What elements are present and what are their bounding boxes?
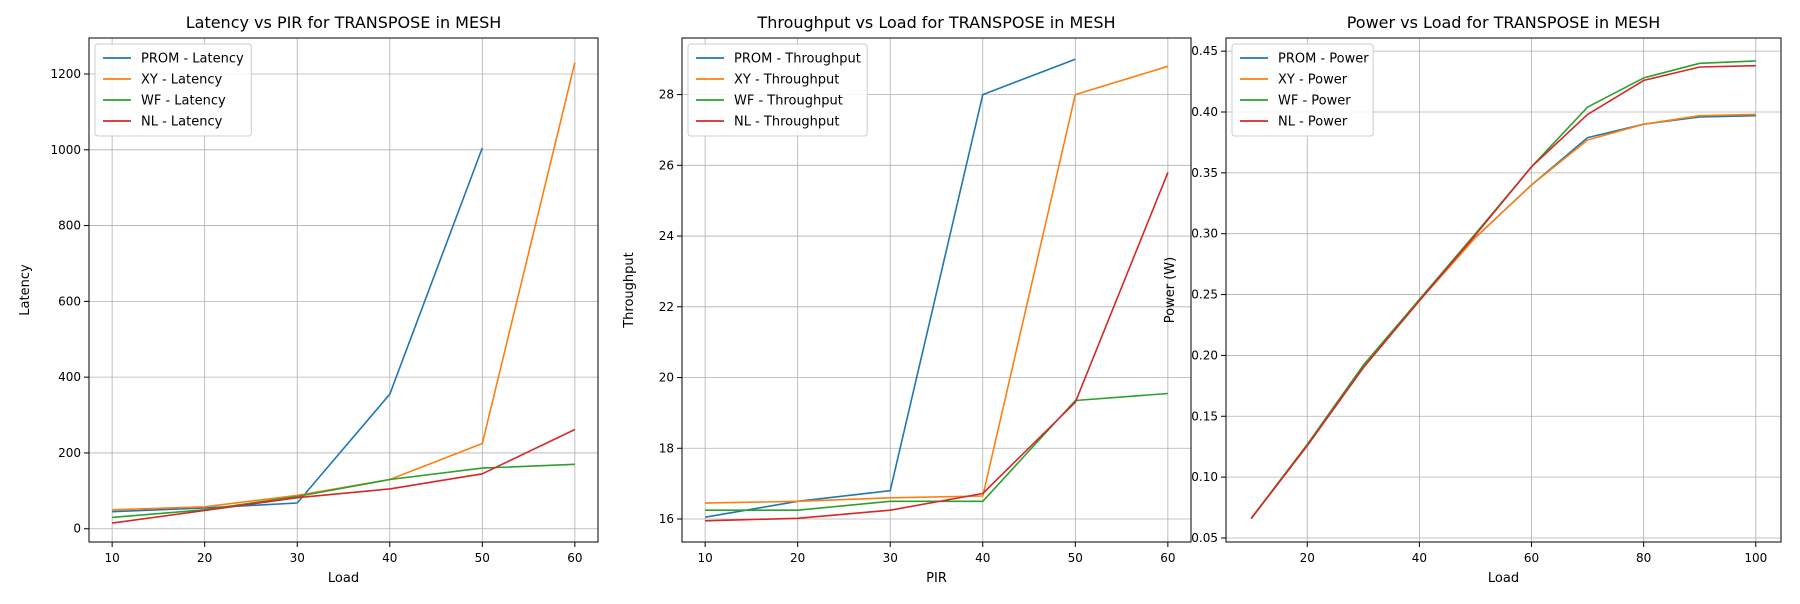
- y-tick-label: 20: [659, 371, 674, 385]
- y-tick-label: 800: [58, 219, 81, 233]
- y-tick-label: 1200: [50, 67, 81, 81]
- x-axis: 10 20 30 40 50 60: [697, 542, 1176, 565]
- x-axis: 10 20 30 40 50 60: [104, 542, 583, 565]
- grid: [89, 38, 598, 542]
- y-tick-label: 0: [73, 522, 81, 536]
- legend-entry-nl: NL - Latency: [141, 115, 223, 130]
- y-tick-label: 0.05: [1191, 531, 1218, 545]
- legend-entry-xy: XY - Latency: [141, 73, 222, 88]
- chart-title: Power vs Load for TRANSPOSE in MESH: [1347, 13, 1661, 32]
- chart-title: Latency vs PIR for TRANSPOSE in MESH: [186, 13, 502, 32]
- x-tick-label: 60: [1160, 551, 1175, 565]
- x-axis-label: Load: [1488, 571, 1519, 586]
- x-tick-label: 80: [1636, 551, 1651, 565]
- legend-entry-xy: XY - Throughput: [734, 73, 839, 88]
- x-tick-label: 100: [1744, 551, 1767, 565]
- y-tick-label: 0.30: [1191, 227, 1218, 241]
- series-line-nl: [705, 172, 1169, 522]
- legend-box: [1231, 43, 1374, 137]
- series-line-nl: [111, 428, 576, 524]
- x-tick-label: 40: [382, 551, 397, 565]
- legend-entry-wf: WF - Throughput: [734, 94, 843, 109]
- y-axis-label: Throughput: [622, 252, 637, 329]
- legend: PROM - Latency XY - Latency WF - Latency NL…: [94, 43, 252, 137]
- series-line-nl: [1250, 64, 1756, 519]
- legend-box: [94, 43, 252, 137]
- legend-entry-nl: NL - Power: [1278, 115, 1348, 130]
- series-lines: [111, 62, 576, 524]
- x-tick-label: 20: [790, 551, 805, 565]
- legend-box: [687, 43, 868, 137]
- x-axis: 20 40 60 80 100: [1300, 542, 1767, 565]
- x-tick-label: 60: [567, 551, 582, 565]
- latency-chart-panel: 10 20 30 40 50 60020040060080010001200Latency…: [18, 13, 599, 586]
- y-tick-label: 600: [58, 294, 81, 308]
- x-tick-label: 10: [104, 551, 119, 565]
- y-axis: 0 200 400 600 800 1000 1200: [50, 67, 89, 536]
- series-line-prom: [112, 147, 484, 513]
- y-tick-label: 0.10: [1191, 470, 1218, 484]
- series-lines: [704, 58, 1169, 522]
- y-tick-label: 0.20: [1191, 348, 1218, 362]
- y-tick-label: 0.15: [1191, 409, 1218, 423]
- chart-title: Throughput vs Load for TRANSPOSE in MESH: [756, 13, 1115, 32]
- x-tick-label: 40: [1412, 551, 1427, 565]
- x-axis-label: Load: [328, 571, 359, 586]
- axes-frame: [681, 37, 1192, 543]
- series-line-wf: [112, 463, 575, 519]
- x-axis-label: PIR: [926, 571, 947, 586]
- x-tick-label: 60: [1524, 551, 1539, 565]
- legend: PROM - Power XY - Power WF - Power NL - Pow…: [1231, 43, 1374, 137]
- y-tick-label: 400: [58, 370, 81, 384]
- legend-entry-nl: NL - Throughput: [734, 115, 839, 130]
- y-tick-label: 0.45: [1191, 44, 1218, 58]
- x-tick-label: 50: [1068, 551, 1083, 565]
- legend-entry-prom: PROM - Power: [1278, 52, 1369, 67]
- x-tick-label: 50: [475, 551, 490, 565]
- series-lines: [1250, 60, 1756, 519]
- throughput-chart-panel: 10 20 30 40 50 60 16 18 20 22 24 26 28 Throughput vs …: [622, 13, 1192, 586]
- legend-entry-prom: PROM - Latency: [141, 52, 244, 67]
- y-tick-label: 0.25: [1191, 288, 1218, 302]
- legend-entry-prom: PROM - Throughput: [734, 52, 861, 67]
- series-line-xy: [705, 65, 1169, 504]
- axes-frame: [88, 37, 599, 543]
- y-tick-label: 0.40: [1191, 105, 1218, 119]
- series-line-prom: [1250, 114, 1756, 519]
- y-axis-label: Power (W): [1163, 257, 1178, 323]
- x-tick-label: 30: [883, 551, 898, 565]
- y-tick-label: 28: [659, 88, 674, 102]
- y-tick-label: 18: [659, 441, 674, 455]
- legend: PROM - Throughput XY - Throughput WF - Thr…: [687, 43, 868, 137]
- y-tick-label: 22: [659, 300, 674, 314]
- power-chart-panel: 20 40 60 80 1000.050.100.150.200.250.300.350…: [1163, 13, 1782, 586]
- x-tick-label: 40: [975, 551, 990, 565]
- y-axis-label: Latency: [18, 264, 33, 316]
- legend-entry-wf: WF - Power: [1278, 94, 1351, 109]
- y-tick-label: 1000: [50, 143, 81, 157]
- y-tick-label: 24: [659, 229, 674, 243]
- y-tick-label: 26: [659, 158, 674, 172]
- y-tick-label: 0.35: [1191, 166, 1218, 180]
- x-tick-label: 20: [1300, 551, 1315, 565]
- y-tick-label: 16: [659, 512, 674, 526]
- series-line-xy: [1250, 113, 1756, 519]
- x-tick-label: 20: [197, 551, 212, 565]
- y-axis: 16 18 20 22 24 26 28: [659, 88, 682, 526]
- y-tick-label: 200: [58, 446, 81, 460]
- x-tick-label: 30: [290, 551, 305, 565]
- axes-frame: [1225, 37, 1782, 543]
- x-tick-label: 10: [697, 551, 712, 565]
- legend-entry-xy: XY - Power: [1278, 73, 1348, 88]
- legend-entry-wf: WF - Latency: [141, 94, 226, 109]
- y-axis: 0.05 0.10 0.15 0.20 0.25 0.30 0.35 0.40 0.45: [1191, 44, 1226, 545]
- series-line-prom: [704, 58, 1076, 518]
- series-line-wf: [705, 392, 1168, 512]
